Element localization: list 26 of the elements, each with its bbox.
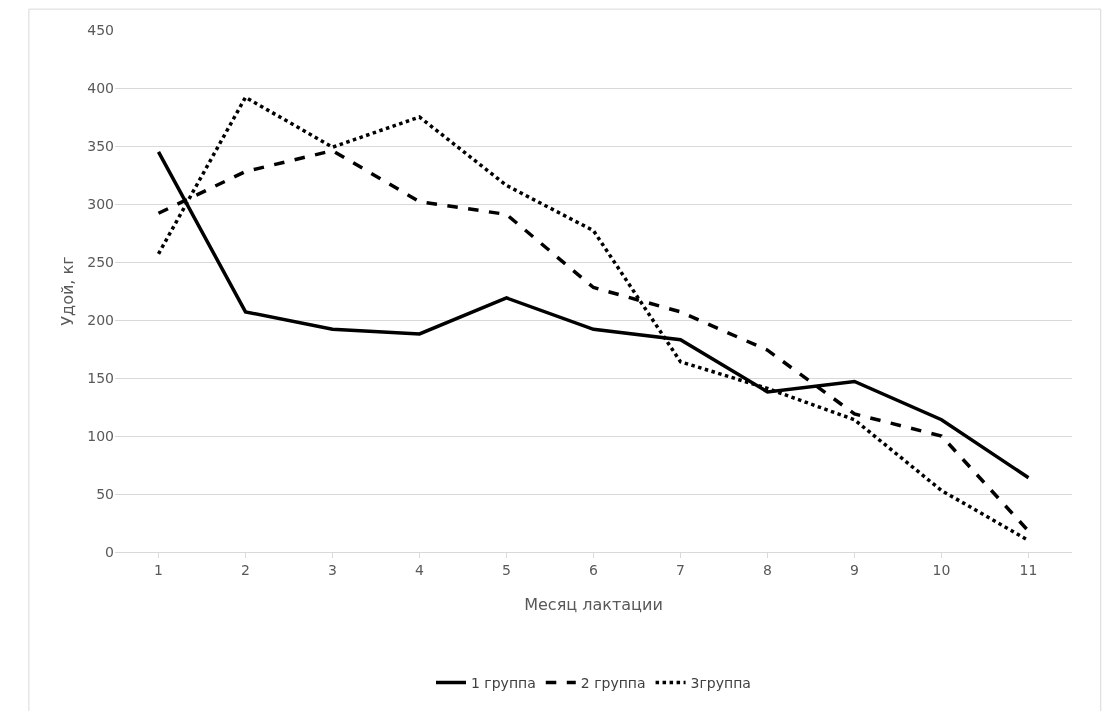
y-tick-label: 250: [87, 253, 114, 270]
x-axis-title: Месяц лактации: [524, 595, 663, 614]
x-tick-label: 9: [850, 561, 859, 578]
x-tick-label: 3: [328, 561, 337, 578]
y-tick-label: 350: [87, 137, 114, 154]
x-tick-label: 7: [676, 561, 685, 578]
y-tick-label: 0: [105, 543, 114, 560]
x-tick-label: 2: [241, 561, 250, 578]
y-tick-label: 100: [87, 427, 114, 444]
y-axis-title: Удой, кг: [58, 256, 77, 326]
y-tick-label: 400: [87, 79, 114, 96]
x-tick-label: 11: [1019, 561, 1038, 578]
y-tick-label: 50: [96, 485, 114, 502]
x-tick-label: 6: [589, 561, 599, 578]
legend-label: 2 группа: [580, 674, 646, 691]
y-tick-label: 450: [87, 21, 114, 38]
y-tick-label: 300: [87, 195, 114, 212]
x-tick-label: 4: [415, 561, 425, 578]
x-tick-label: 10: [932, 561, 951, 578]
y-tick-label: 200: [87, 311, 114, 328]
legend-label: 1 группа: [471, 674, 536, 691]
x-tick-label: 5: [502, 561, 511, 578]
legend-label: 3группа: [690, 674, 751, 691]
x-tick-label: 1: [154, 561, 163, 578]
x-tick-label: 8: [763, 561, 772, 578]
y-tick-label: 150: [87, 369, 114, 386]
